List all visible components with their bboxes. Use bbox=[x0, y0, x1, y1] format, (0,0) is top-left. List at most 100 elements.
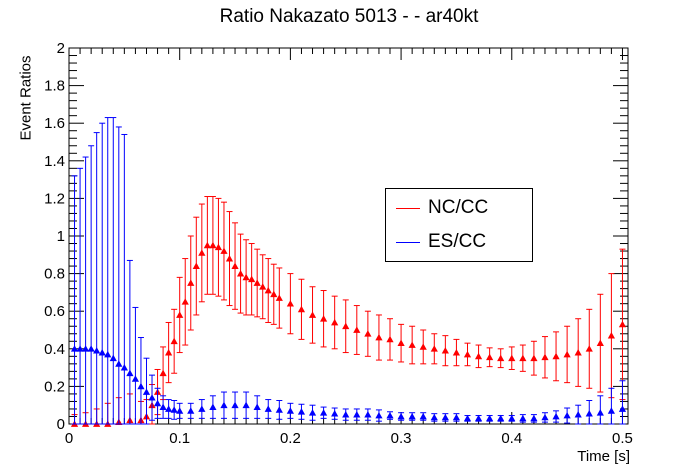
data-point-es-cc bbox=[70, 345, 79, 352]
data-point-es-cc bbox=[98, 348, 106, 356]
data-point-es-cc bbox=[541, 413, 549, 421]
y-tick-label: 1.8 bbox=[44, 78, 65, 95]
data-point-es-cc bbox=[353, 411, 361, 418]
data-point-es-cc bbox=[463, 414, 472, 422]
data-point-es-cc bbox=[275, 406, 283, 413]
data-point-es-cc bbox=[87, 345, 95, 352]
data-point-nc-cc bbox=[297, 305, 306, 313]
legend-swatch-nc-cc bbox=[396, 208, 420, 209]
data-point-es-cc bbox=[386, 411, 394, 419]
data-point-nc-cc bbox=[192, 262, 200, 269]
legend-entry-nc-cc: NC/CC bbox=[386, 191, 532, 227]
data-point-es-cc bbox=[131, 375, 140, 382]
y-tick-label: 0 bbox=[57, 416, 65, 433]
y-tick-label: 0.6 bbox=[44, 303, 65, 320]
data-point-nc-cc bbox=[220, 247, 228, 254]
data-point-nc-cc bbox=[574, 348, 582, 356]
data-point-nc-cc bbox=[497, 354, 505, 362]
y-axis-label-text: Event Ratios bbox=[17, 55, 35, 141]
data-point-es-cc bbox=[137, 382, 145, 390]
data-point-nc-cc bbox=[264, 286, 272, 294]
data-point-es-cc bbox=[397, 412, 405, 420]
x-tick-label: 0 bbox=[65, 430, 73, 447]
data-point-nc-cc bbox=[275, 294, 283, 301]
data-point-nc-cc bbox=[231, 262, 239, 269]
data-point-es-cc bbox=[508, 414, 516, 422]
data-point-es-cc bbox=[552, 412, 560, 420]
data-point-nc-cc bbox=[209, 241, 217, 249]
y-tick-label: 0.2 bbox=[44, 378, 65, 395]
data-point-es-cc bbox=[408, 412, 416, 420]
data-point-nc-cc bbox=[181, 298, 189, 305]
x-tick-label: 0.3 bbox=[391, 430, 412, 447]
data-point-nc-cc bbox=[259, 283, 267, 290]
data-point-nc-cc bbox=[386, 335, 394, 343]
data-point-nc-cc bbox=[165, 348, 173, 356]
data-point-es-cc bbox=[198, 405, 206, 412]
data-point-nc-cc bbox=[225, 254, 234, 262]
data-point-nc-cc bbox=[308, 311, 317, 318]
legend-label-es-cc: ES/CC bbox=[428, 231, 487, 252]
data-point-nc-cc bbox=[214, 243, 223, 251]
data-point-es-cc bbox=[596, 409, 604, 416]
x-axis-label: Time [s] bbox=[577, 448, 630, 465]
data-point-es-cc bbox=[209, 403, 217, 410]
data-point-es-cc bbox=[618, 405, 627, 412]
data-point-nc-cc bbox=[331, 318, 339, 326]
data-point-nc-cc bbox=[203, 241, 211, 249]
data-point-es-cc bbox=[364, 411, 372, 418]
data-point-es-cc bbox=[342, 411, 350, 418]
data-point-nc-cc bbox=[441, 347, 449, 354]
data-point-es-cc bbox=[497, 414, 505, 422]
data-point-nc-cc bbox=[286, 300, 294, 307]
data-point-es-cc bbox=[120, 364, 128, 371]
data-point-nc-cc bbox=[159, 369, 167, 377]
data-point-es-cc bbox=[153, 399, 162, 407]
data-point-nc-cc bbox=[486, 353, 494, 361]
data-point-es-cc bbox=[563, 411, 571, 419]
y-tick-label: 1.4 bbox=[44, 153, 65, 170]
data-point-nc-cc bbox=[198, 249, 206, 256]
y-tick-label: 2 bbox=[57, 40, 65, 57]
legend-swatch-es-cc bbox=[396, 242, 420, 243]
y-tick-label: 1 bbox=[57, 228, 65, 245]
data-point-es-cc bbox=[286, 407, 294, 414]
data-point-es-cc bbox=[375, 411, 383, 419]
data-point-es-cc bbox=[93, 347, 101, 354]
data-point-nc-cc bbox=[585, 345, 593, 352]
data-point-nc-cc bbox=[508, 354, 516, 362]
data-point-nc-cc bbox=[342, 322, 350, 330]
data-point-es-cc bbox=[607, 407, 615, 414]
data-point-es-cc bbox=[170, 406, 178, 413]
data-point-nc-cc bbox=[248, 275, 256, 283]
data-point-es-cc bbox=[264, 405, 272, 412]
data-point-es-cc bbox=[530, 414, 538, 422]
data-point-es-cc bbox=[253, 403, 261, 410]
x-tick-label: 0.4 bbox=[501, 430, 522, 447]
data-point-es-cc bbox=[165, 405, 173, 412]
data-point-es-cc bbox=[115, 360, 123, 367]
data-point-es-cc bbox=[486, 414, 494, 422]
data-point-nc-cc bbox=[253, 279, 261, 286]
data-point-nc-cc bbox=[552, 352, 560, 360]
data-point-es-cc bbox=[331, 410, 339, 417]
data-point-es-cc bbox=[220, 401, 228, 409]
x-tick-label: 0.1 bbox=[169, 430, 190, 447]
data-point-es-cc bbox=[430, 413, 438, 421]
data-point-nc-cc bbox=[270, 290, 278, 298]
data-point-es-cc bbox=[148, 394, 156, 401]
data-point-nc-cc bbox=[353, 326, 361, 333]
y-tick-label: 1.2 bbox=[44, 190, 65, 207]
data-point-es-cc bbox=[297, 408, 306, 415]
data-point-nc-cc bbox=[319, 315, 328, 322]
data-point-nc-cc bbox=[596, 339, 604, 347]
data-point-nc-cc bbox=[408, 341, 416, 348]
data-point-es-cc bbox=[109, 354, 117, 362]
data-point-es-cc bbox=[574, 411, 582, 418]
data-point-es-cc bbox=[187, 407, 195, 414]
data-point-nc-cc bbox=[618, 320, 627, 328]
data-point-nc-cc bbox=[419, 343, 427, 350]
data-point-nc-cc bbox=[474, 352, 483, 360]
